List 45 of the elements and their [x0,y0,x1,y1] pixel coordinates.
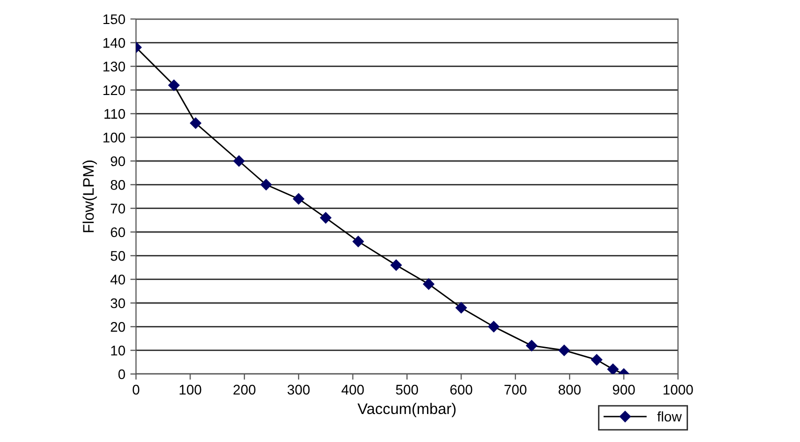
point [456,302,467,314]
point [190,118,202,129]
point [292,193,304,204]
point [352,236,364,248]
x-tick-label: 200 [234,384,256,395]
y-tick-label: 150 [103,14,126,24]
point [423,278,434,290]
x-tick-label: 1000 [664,384,693,395]
legend-label: flow [657,411,682,422]
y-tick-label: 120 [103,85,126,96]
x-tick-label: 0 [132,384,140,395]
y-tick-label: 70 [110,204,126,214]
point [168,80,180,91]
y-tick-label: 110 [104,109,126,119]
y-tick-label: 0 [118,369,126,380]
y-tick-label: 30 [110,298,126,308]
point [320,212,332,224]
x-tick-label: 500 [396,384,418,395]
x-tick-label: 100 [180,384,202,395]
point [607,364,619,374]
point [558,344,570,356]
x-tick-label: 700 [504,384,526,395]
y-tick-label: 140 [103,38,126,48]
y-tick-label: 100 [103,132,126,143]
y-tick-label: 60 [110,227,126,238]
x-axis-title: Vaccum(mbar) [358,402,456,418]
point [526,340,538,352]
x-tick-label: 800 [558,384,581,395]
y-tick-label: 20 [110,322,126,332]
point [233,155,245,167]
x-tick-label: 400 [342,384,364,395]
y-tick-label: 40 [110,274,126,285]
y-tick-label: 80 [110,180,126,190]
y-axis-title: Flow(LPM) [82,160,97,232]
y-tick-label: 130 [103,62,126,72]
x-tick-label: 600 [450,384,472,395]
point [591,354,602,366]
point [390,260,402,271]
x-tick-label: 300 [288,384,310,395]
y-tick-label: 90 [110,156,126,166]
point [260,179,272,190]
point [488,321,500,332]
x-tick-label: 900 [612,384,635,395]
y-tick-label: 10 [111,346,126,356]
y-tick-label: 50 [110,251,126,261]
